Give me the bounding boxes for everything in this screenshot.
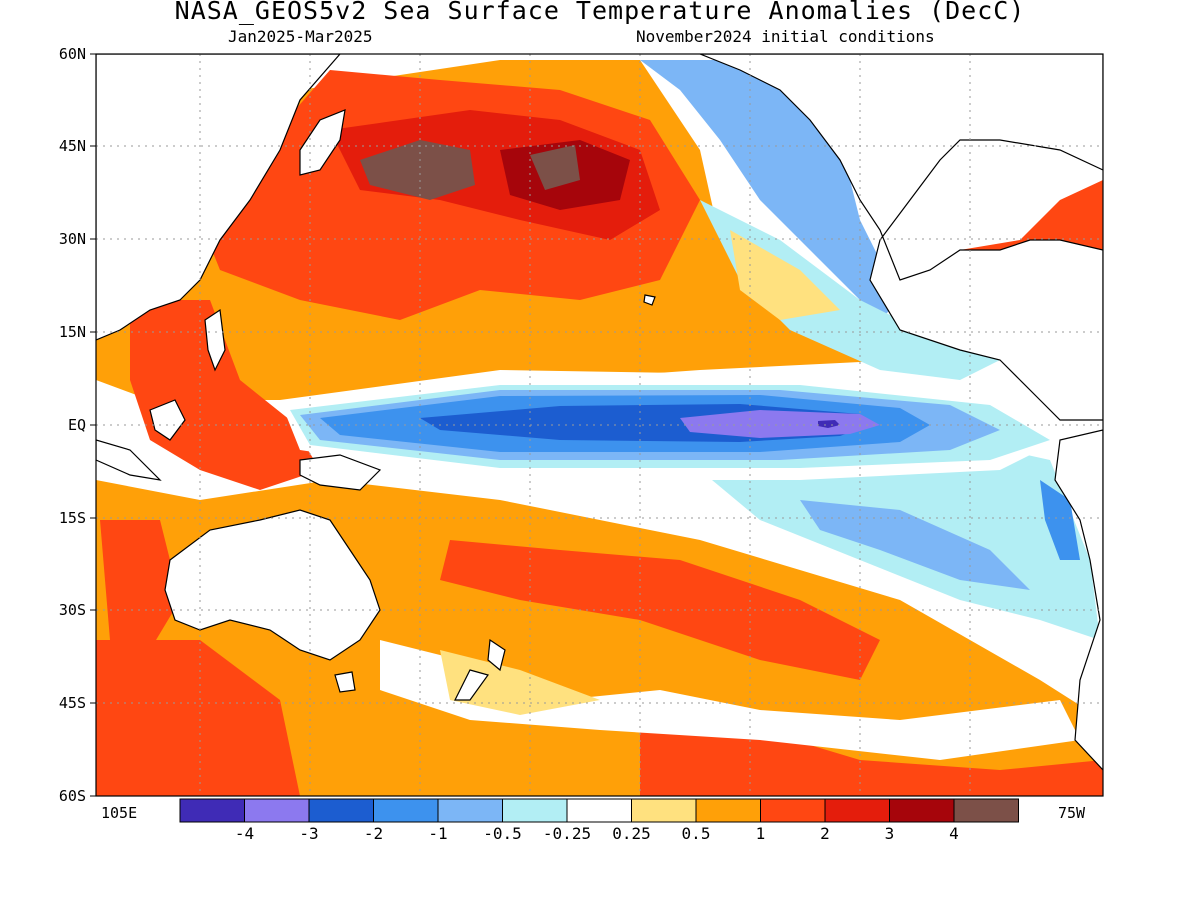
- lat-label-45n: 45N: [58, 137, 86, 155]
- map-title: NASA_GEOS5v2 Sea Surface Temperature Ano…: [174, 0, 1026, 25]
- lat-label-30s: 30S: [58, 601, 86, 619]
- colorbar-swatch: [502, 798, 568, 823]
- colorbar-swatch: [179, 798, 245, 823]
- lat-label-15n: 15N: [58, 323, 86, 341]
- colorbar-swatch: [566, 798, 632, 823]
- colorbar-tick-label: -2: [363, 824, 384, 843]
- colorbar-swatch: [308, 798, 374, 823]
- colorbar-tick-label: -0.5: [483, 824, 522, 843]
- colorbar-tick-label: 1: [755, 824, 766, 843]
- lat-label-30n: 30N: [58, 230, 86, 248]
- colorbar-swatch: [244, 798, 310, 823]
- lat-label-60n: 60N: [58, 45, 86, 63]
- graticule: [96, 54, 1103, 796]
- lon-label-left: 105E: [101, 804, 138, 822]
- lat-ticks: [90, 53, 96, 797]
- colorbar-tick-label: 4: [949, 824, 959, 843]
- landmasses: [96, 54, 1103, 771]
- colorbar-swatch: [631, 798, 697, 823]
- colorbar-tick-label: -3: [299, 824, 319, 843]
- colorbar-swatch: [953, 798, 1019, 823]
- lat-label-45s: 45S: [58, 694, 86, 712]
- colorbar-tick-label: 0.25: [612, 824, 651, 843]
- lat-label-eq: EQ: [67, 416, 86, 434]
- forecast-period: Jan2025-Mar2025: [228, 27, 373, 46]
- colorbar-tick-label: 2: [820, 824, 830, 843]
- colorbar-swatch: [889, 798, 955, 823]
- colorbar-swatch: [824, 798, 890, 823]
- colorbar-swatch: [760, 798, 826, 823]
- lon-label-right: 75W: [1058, 804, 1086, 822]
- initial-conditions: November2024 initial conditions: [636, 27, 935, 46]
- anomaly-field: [96, 54, 1103, 796]
- colorbar-swatch: [437, 798, 503, 823]
- colorbar-tick-label: 3: [884, 824, 895, 843]
- colorbar-swatch: [695, 798, 761, 823]
- colorbar-swatch: [373, 798, 439, 823]
- colorbar-tick-label: -0.25: [542, 824, 592, 843]
- colorbar-tick-label: -1: [428, 824, 448, 843]
- lat-label-60s: 60S: [58, 787, 86, 805]
- lat-label-15s: 15S: [58, 509, 86, 527]
- colorbar: [179, 798, 1019, 823]
- colorbar-tick-label: -4: [234, 824, 255, 843]
- colorbar-tick-label: 0.5: [681, 824, 711, 843]
